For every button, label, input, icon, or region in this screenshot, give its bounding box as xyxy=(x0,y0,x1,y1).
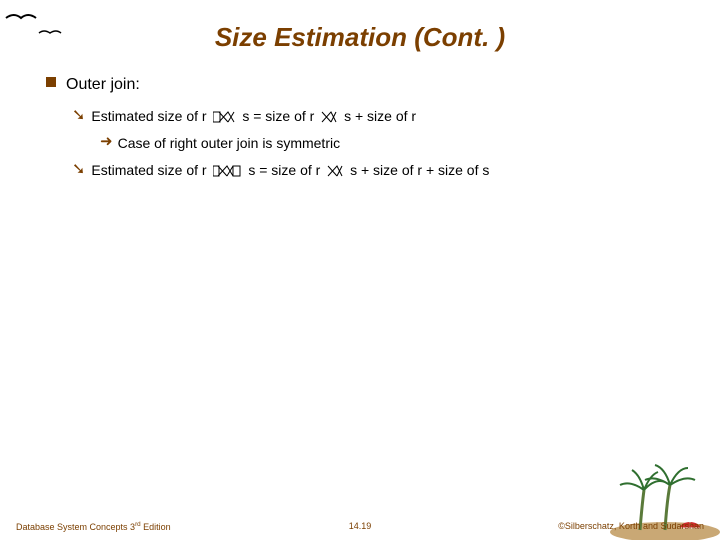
square-bullet-icon xyxy=(46,77,56,87)
footer-left: Database System Concepts 3rd Edition xyxy=(16,521,171,532)
footer-right: ©Silberschatz, Korth and Sudarshan xyxy=(558,521,704,532)
text-fragment: s = size of r xyxy=(248,162,324,178)
text-fragment: Edition xyxy=(141,522,171,532)
bullet-text: Estimated size of r s = size of r s + si… xyxy=(91,158,489,183)
left-outer-join-icon xyxy=(213,111,235,123)
list-item: ➜ Case of right outer join is symmetric xyxy=(46,131,700,156)
natural-join-icon xyxy=(321,111,337,123)
arrow-right-icon: ➜ xyxy=(100,131,113,154)
slide: Size Estimation (Cont. ) Outer join: ➘ E… xyxy=(0,0,720,540)
list-item: ➘ Estimated size of r s = size of r s + … xyxy=(46,104,700,129)
footer: Database System Concepts 3rd Edition 14.… xyxy=(0,521,720,532)
text-fragment: Estimated size of r xyxy=(91,108,210,124)
bird-icon xyxy=(38,28,62,40)
text-fragment: Estimated size of r xyxy=(91,162,210,178)
full-outer-join-icon xyxy=(213,165,241,177)
page-title: Size Estimation (Cont. ) xyxy=(0,0,720,71)
bullet-text: Case of right outer join is symmetric xyxy=(118,131,341,156)
natural-join-icon xyxy=(327,165,343,177)
content-area: Outer join: ➘ Estimated size of r s = si… xyxy=(0,71,720,183)
list-item: ➘ Estimated size of r s = size of r s + … xyxy=(46,158,700,183)
arrow-down-icon: ➘ xyxy=(72,104,85,128)
footer-center: 14.19 xyxy=(349,521,372,531)
bullet-text: Estimated size of r s = size of r s + si… xyxy=(91,104,416,129)
list-item: Outer join: xyxy=(46,71,700,100)
text-fragment: s = size of r xyxy=(242,108,318,124)
text-fragment: s + size of r + size of s xyxy=(350,162,489,178)
text-fragment: s + size of r xyxy=(344,108,416,124)
bird-icon xyxy=(4,10,38,28)
arrow-down-icon: ➘ xyxy=(72,158,85,182)
text-fragment: Database System Concepts 3 xyxy=(16,522,135,532)
bullet-text: Outer join: xyxy=(66,71,140,100)
